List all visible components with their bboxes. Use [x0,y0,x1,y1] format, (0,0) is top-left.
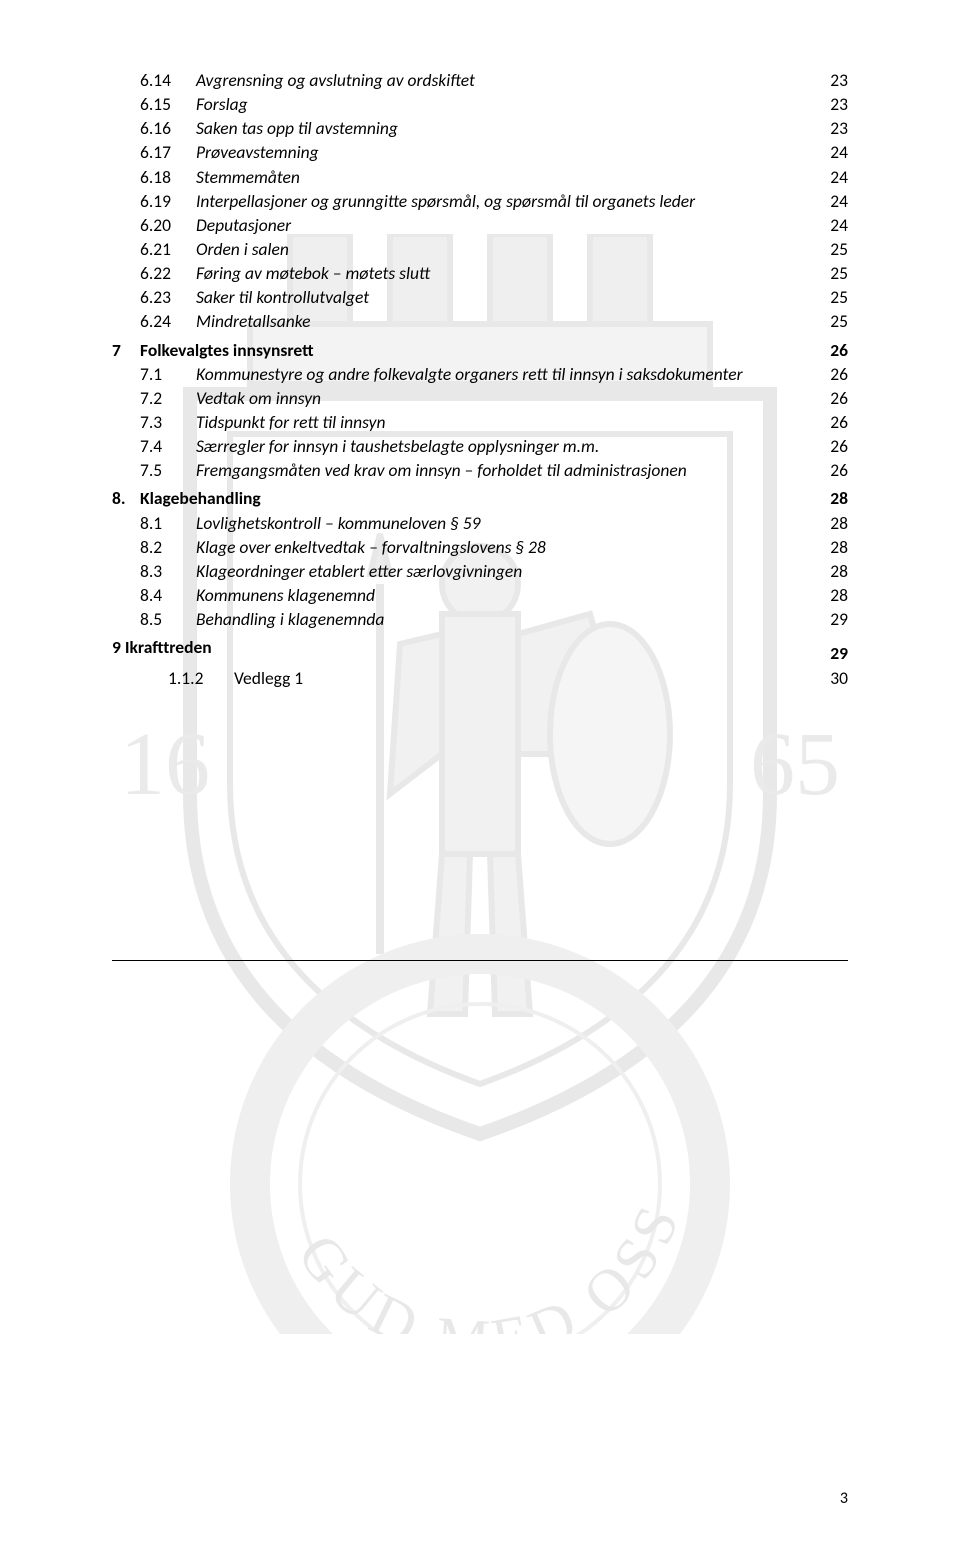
toc-sub-row: 8.5Behandling i klagenemnda29 [112,607,848,631]
toc-sub-row: 6.19Interpellasjoner og grunngitte spørs… [112,189,848,213]
toc-sub-row: 6.18Stemmemåten24 [112,165,848,189]
toc-section-row: 7Folkevalgtes innsynsrett26 [112,338,848,362]
toc-sub-row: 6.16Saken tas opp til avstemning23 [112,116,848,140]
toc-sub-row: 8.3Klageordninger etablert etter særlovg… [112,559,848,583]
toc-sub-row: 6.21Orden i salen25 [112,237,848,261]
toc-sub-row: 7.4Særregler for innsyn i taushetsbelagt… [112,434,848,458]
toc-sub-row: 6.24Mindretallsanke25 [112,309,848,333]
svg-text:GUD MED OSS: GUD MED OSS [285,1190,694,1334]
toc-section-row: 8.Klagebehandling28 [112,486,848,510]
toc-sub-row: 7.5Fremgangsmåten ved krav om innsyn – f… [112,458,848,482]
toc-sub-row: 8.1Lovlighetskontroll – kommuneloven § 5… [112,511,848,535]
toc-sub-row: 8.2Klage over enkeltvedtak – forvaltning… [112,535,848,559]
horizontal-rule [112,960,848,961]
toc-sub-row: 6.15Forslag23 [112,92,848,116]
toc-sub-row: 6.17Prøveavstemning24 [112,140,848,164]
toc-sub-row: 6.14Avgrensning og avslutning av ordskif… [112,68,848,92]
toc-sub-row: 6.23Saker til kontrollutvalget25 [112,285,848,309]
toc-sub-row: 6.22Føring av møtebok – møtets slutt25 [112,261,848,285]
toc-sub-row: 6.20Deputasjoner24 [112,213,848,237]
toc-sub-row: 8.4Kommunens klagenemnd28 [112,583,848,607]
toc-sub-row: 7.2Vedtak om innsyn26 [112,386,848,410]
toc-sub-row: 1.1.2Vedlegg 130 [112,666,848,690]
toc-sub-row: 7.3Tidspunkt for rett til innsyn26 [112,410,848,434]
toc-section-row: 9 Ikrafttreden29 [112,635,848,665]
toc-content: 6.14Avgrensning og avslutning av ordskif… [0,0,960,961]
page-number: 3 [840,1489,848,1508]
toc-sub-row: 7.1Kommunestyre og andre folkevalgte org… [112,362,848,386]
